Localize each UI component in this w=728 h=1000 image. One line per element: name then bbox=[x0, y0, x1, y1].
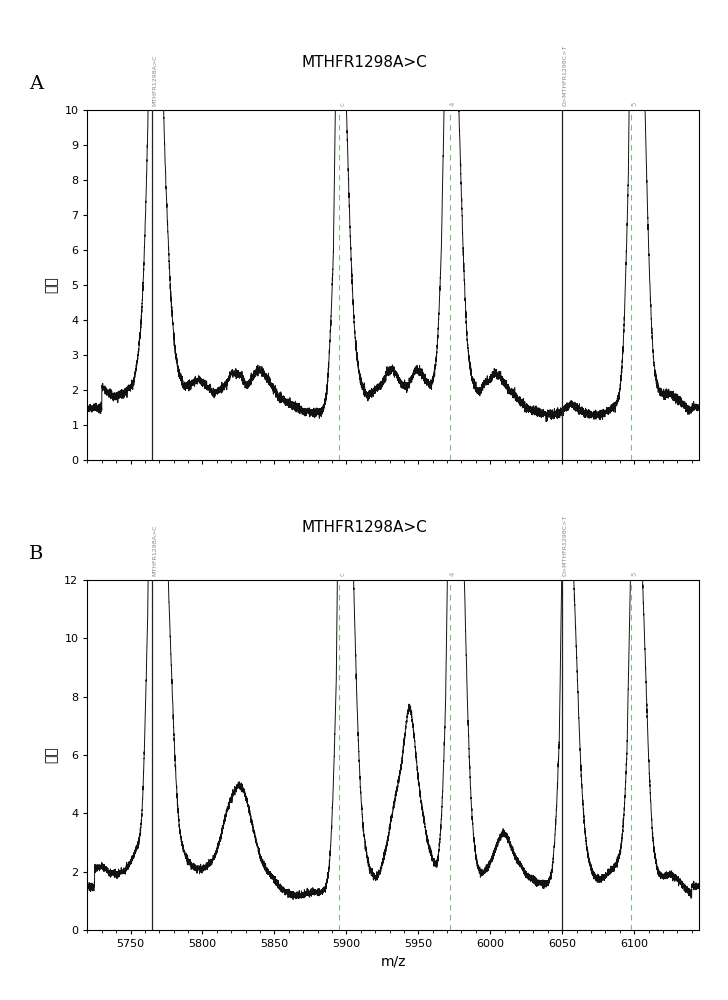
Text: D>MTHFR1298C>T: D>MTHFR1298C>T bbox=[562, 45, 567, 106]
Text: MTHFR1298A>C: MTHFR1298A>C bbox=[301, 55, 427, 70]
Text: 5: 5 bbox=[631, 102, 637, 106]
Y-axis label: 强度: 强度 bbox=[45, 277, 59, 293]
Text: B: B bbox=[29, 545, 44, 563]
Text: MTHFR1298A>C: MTHFR1298A>C bbox=[152, 525, 157, 576]
Text: A: A bbox=[29, 75, 43, 93]
Text: 5: 5 bbox=[631, 572, 637, 576]
Text: MTHFR1298A>C: MTHFR1298A>C bbox=[152, 55, 157, 106]
Text: c: c bbox=[339, 573, 345, 576]
Text: 4: 4 bbox=[450, 572, 456, 576]
Text: MTHFR1298A>C: MTHFR1298A>C bbox=[301, 520, 427, 535]
X-axis label: m/z: m/z bbox=[380, 955, 406, 969]
Text: c: c bbox=[339, 103, 345, 106]
Text: D>MTHFR1298C>T: D>MTHFR1298C>T bbox=[562, 515, 567, 576]
Y-axis label: 强度: 强度 bbox=[44, 747, 59, 763]
Text: 4: 4 bbox=[450, 102, 456, 106]
